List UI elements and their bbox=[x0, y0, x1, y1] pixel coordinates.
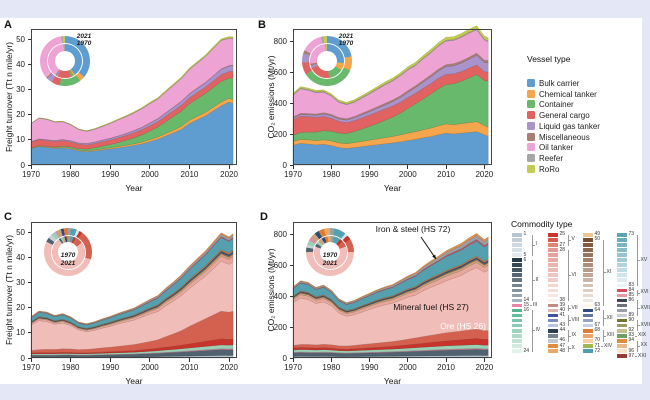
vessel-legend-swatch bbox=[527, 132, 535, 141]
vessel-legend-label: Chemical tanker bbox=[539, 89, 597, 99]
plot-B bbox=[292, 25, 492, 166]
vessel-legend-label: Miscellaneous bbox=[539, 132, 590, 142]
donut-C bbox=[44, 228, 92, 276]
plot-frame bbox=[293, 222, 492, 358]
vessel-legend-label: Reefer bbox=[539, 153, 564, 163]
plot-frame bbox=[31, 222, 237, 358]
vessel-legend-title: Vessel type bbox=[527, 54, 571, 64]
vessel-legend-label: Bulk carrier bbox=[539, 79, 580, 88]
plot-C bbox=[30, 222, 237, 359]
vessel-legend-label: Liquid gas tanker bbox=[539, 121, 600, 131]
donut-inner-ring bbox=[313, 235, 347, 269]
commodity-legend-title: Commodity type bbox=[511, 219, 573, 229]
area-series bbox=[292, 233, 489, 304]
area-series bbox=[30, 232, 234, 325]
vessel-legend-item: RoRo bbox=[527, 164, 642, 174]
vessel-legend-item: Container bbox=[527, 100, 642, 109]
vessel-legend-item: Liquid gas tanker bbox=[527, 121, 642, 131]
commodity-type-legend: Commodity type bbox=[511, 219, 650, 229]
vessel-legend-item: Reefer bbox=[527, 153, 642, 163]
vessel-legend-items: Bulk carrier Chemical tanker Container Gene… bbox=[527, 64, 642, 175]
area-series bbox=[30, 36, 234, 132]
donut-inner-ring bbox=[51, 235, 85, 269]
donut-hole bbox=[59, 243, 77, 261]
plot-A bbox=[30, 29, 237, 166]
vessel-legend-swatch bbox=[527, 121, 535, 130]
vessel-legend-label: Container bbox=[539, 100, 574, 110]
vessel-legend-swatch bbox=[527, 153, 535, 162]
vessel-legend-swatch bbox=[527, 164, 535, 173]
plot-frame bbox=[293, 29, 492, 165]
vessel-legend-swatch bbox=[527, 79, 535, 87]
plot-D bbox=[292, 222, 492, 359]
vessel-legend-item: General cargo bbox=[527, 111, 642, 120]
panel-label-c: C bbox=[4, 211, 12, 223]
vessel-type-legend: Vessel type Bulk carrier Chemical tanker C… bbox=[527, 54, 642, 175]
vessel-legend-swatch bbox=[527, 111, 535, 120]
vessel-legend-item: Bulk carrier bbox=[527, 79, 642, 88]
vessel-legend-item: Oil tanker bbox=[527, 143, 642, 152]
donut-hole bbox=[321, 243, 339, 261]
vessel-legend-swatch bbox=[527, 100, 535, 109]
panel-label-d: D bbox=[260, 211, 268, 223]
donut-inner-ring bbox=[48, 44, 82, 78]
area-series bbox=[292, 25, 489, 105]
vessel-legend-item: Chemical tanker bbox=[527, 89, 642, 99]
vessel-legend-label: Oil tanker bbox=[539, 143, 574, 153]
donut-inner-ring bbox=[310, 44, 344, 78]
vessel-legend-swatch bbox=[527, 143, 535, 152]
vessel-legend-label: RoRo bbox=[539, 164, 560, 174]
vessel-legend-label: General cargo bbox=[539, 111, 590, 121]
donut-D bbox=[306, 228, 354, 276]
donut-hole bbox=[56, 52, 74, 70]
donut-B bbox=[302, 36, 352, 86]
plot-frame bbox=[31, 29, 237, 165]
donut-A bbox=[40, 36, 90, 86]
vessel-legend-swatch bbox=[527, 89, 535, 98]
vessel-legend-item: Miscellaneous bbox=[527, 132, 642, 142]
panel-label-a: A bbox=[4, 19, 12, 31]
panel-label-b: B bbox=[258, 19, 266, 31]
donut-hole bbox=[318, 52, 336, 70]
